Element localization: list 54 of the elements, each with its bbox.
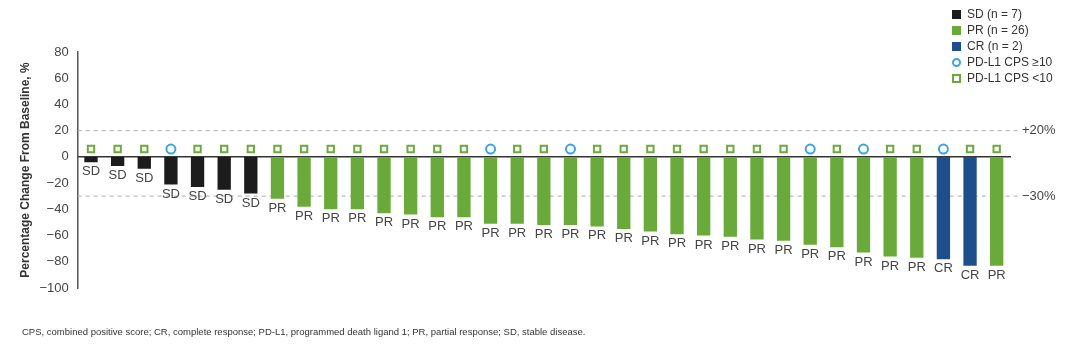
data-label: PR (854, 253, 873, 269)
data-label: PR (721, 237, 740, 253)
data-label: PR (801, 245, 820, 261)
y-tick-label: 80 (54, 43, 69, 59)
data-label: PR (614, 230, 633, 246)
data-label: PR (454, 218, 473, 234)
data-label: PR (907, 258, 926, 274)
legend-label: PD-L1 CPS ≥10 (967, 54, 1053, 70)
data-label: PR (428, 218, 447, 234)
y-tick-label: −100 (39, 279, 69, 295)
data-label: PR (987, 266, 1006, 282)
legend-label: SD (n = 7) (967, 6, 1023, 22)
y-tick-label: −60 (46, 227, 69, 243)
ref-line-label: −30% (1022, 187, 1057, 203)
data-label: SD (135, 169, 154, 185)
y-tick-label: −20 (46, 174, 69, 190)
ref-line-label: +20% (1022, 122, 1057, 138)
data-label: PR (268, 199, 287, 215)
data-label: PR (508, 224, 527, 240)
data-label: PR (747, 240, 766, 256)
y-tick-label: −40 (46, 200, 69, 216)
text: CPS, combined positive score; CR, complete response; PD-L1, programmed death ligand 1; PR, partial response; SD, stable disease. (22, 326, 586, 337)
y-tick-label: 40 (54, 96, 69, 112)
data-label: SD (81, 163, 101, 179)
data-label: PR (295, 207, 314, 223)
data-label: SD (108, 167, 127, 183)
data-label: PR (827, 248, 846, 264)
y-tick-label: 60 (54, 69, 69, 85)
data-label: PR (774, 241, 793, 257)
legend-label: PR (n = 26) (967, 22, 1029, 38)
data-label: PR (561, 226, 580, 242)
y-tick-label: 20 (54, 122, 69, 138)
data-label: PR (481, 224, 500, 240)
y-axis-title: Percentage Change From Baseline, % (17, 61, 32, 278)
data-label: PR (374, 214, 394, 230)
legend-label: PD-L1 CPS <10 (967, 70, 1053, 86)
legend-label: CR (n = 2) (967, 38, 1023, 54)
data-label: PR (881, 257, 900, 273)
data-label: SD (161, 185, 180, 201)
data-label: PR (694, 236, 713, 252)
y-tick-label: −80 (46, 253, 69, 269)
data-label: PR (321, 210, 340, 226)
data-label: PR (401, 215, 420, 231)
data-label: CR (960, 266, 980, 282)
data-label: PR (588, 227, 607, 243)
data-label: SD (241, 194, 260, 210)
data-label: PR (668, 235, 687, 251)
data-label: PR (534, 226, 553, 242)
data-label: SD (188, 188, 207, 204)
y-tick-label: 0 (61, 148, 69, 164)
data-label: CR (934, 260, 953, 276)
data-label: PR (641, 232, 660, 248)
data-label: PR (348, 210, 367, 226)
data-label: SD (215, 190, 234, 206)
